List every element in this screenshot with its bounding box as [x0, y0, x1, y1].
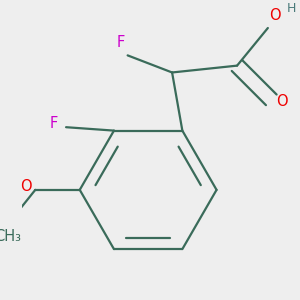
Text: O: O	[276, 94, 288, 109]
Text: F: F	[117, 35, 125, 50]
Text: O: O	[270, 8, 281, 23]
Text: O: O	[20, 179, 32, 194]
Text: F: F	[49, 116, 58, 131]
Text: CH₃: CH₃	[0, 229, 21, 244]
Text: H: H	[287, 2, 296, 15]
